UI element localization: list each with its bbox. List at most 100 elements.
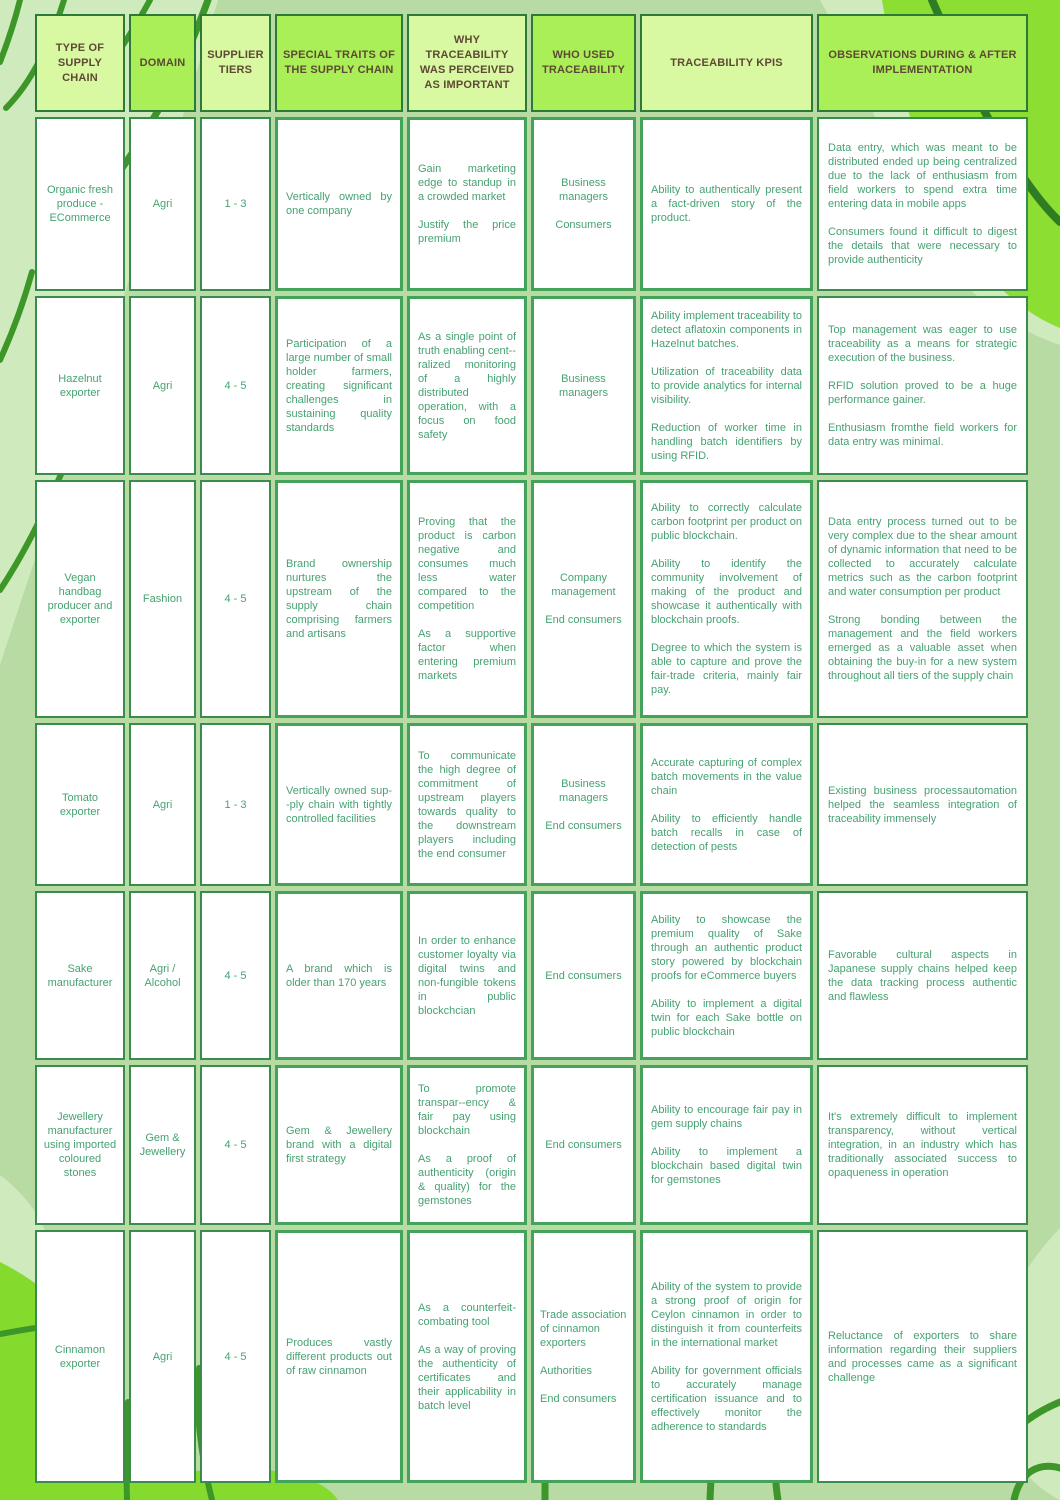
cell-text: Existing business processautomation help… xyxy=(828,784,1017,825)
cell-text: Accurate capturing of complex batch move… xyxy=(651,756,802,797)
cell-traits: Vertically owned sup--ply chain with tig… xyxy=(275,723,403,886)
cell-text: Vegan handbag producer and exporter xyxy=(47,572,113,626)
cell-text: To communicate the high degree of commit… xyxy=(418,749,516,860)
cell-kpis: Ability implement traceability to detect… xyxy=(640,296,813,475)
cell-text: Company management xyxy=(551,572,616,598)
column-header-why: WHY TRACEABILITY WAS PERCEIVED AS IMPORT… xyxy=(407,14,527,112)
cell-text: Authorities xyxy=(540,1364,592,1377)
cell-type: Organic fresh produce - ECommerce xyxy=(35,117,125,291)
cell-text: Data entry process turned out to be very… xyxy=(828,516,1017,598)
column-header-domain: DOMAIN xyxy=(129,14,196,112)
cell-text: Reduction of worker time in handling bat… xyxy=(651,421,802,462)
cell-domain: Fashion xyxy=(129,480,196,718)
cell-text: Organic fresh produce - ECommerce xyxy=(46,184,114,224)
cell-text: Consumers xyxy=(555,219,612,231)
cell-type: Cinnamon exporter xyxy=(35,1230,125,1483)
cell-observations: Favorable cultural aspects in Japanese s… xyxy=(817,891,1028,1060)
cell-kpis: Ability to correctly calculate carbon fo… xyxy=(640,480,813,718)
cell-why: To promote transpar--ency & fair pay usi… xyxy=(407,1065,527,1225)
cell-tiers: 4 - 5 xyxy=(200,891,271,1060)
cell-text: Ability of the system to provide a stron… xyxy=(651,1280,802,1349)
cell-domain: Agri xyxy=(129,723,196,886)
cell-why: As a single point of truth enabling cent… xyxy=(407,296,527,475)
cell-kpis: Ability to showcase the premium quality … xyxy=(640,891,813,1060)
cell-text: Agri xyxy=(152,798,173,811)
cell-text: Business managers xyxy=(559,777,608,804)
cell-text: Gem & Jewellery brand with a digital fir… xyxy=(286,1125,392,1165)
cell-text: Ability to identify the community involv… xyxy=(651,558,802,626)
cell-text: 4 - 5 xyxy=(224,1139,247,1151)
cell-why: Proving that the product is carbon negat… xyxy=(407,480,527,718)
cell-tiers: 4 - 5 xyxy=(200,296,271,475)
cell-observations: Data entry, which was meant to be distri… xyxy=(817,117,1028,291)
cell-text: Ability to efficiently handle batch reca… xyxy=(651,812,802,853)
cell-text: Proving that the product is carbon negat… xyxy=(418,516,516,612)
cell-text: Ability to implement a digital twin for … xyxy=(651,997,802,1038)
column-header-traits: SPECIAL TRAITS OF THE SUPPLY CHAIN xyxy=(275,14,403,112)
cell-text: End consumers xyxy=(545,969,622,982)
cell-text: End consumers xyxy=(545,614,622,626)
cell-traits: Brand ownership nurtures the upstream of… xyxy=(275,480,403,718)
cell-who: Business managers Consumers xyxy=(531,117,636,291)
cell-text: Ability to implement a blockchain based … xyxy=(651,1146,802,1186)
cell-observations: It's extremely difficult to implement tr… xyxy=(817,1065,1028,1225)
cell-domain: Gem & Jewellery xyxy=(129,1065,196,1225)
cell-who: End consumers xyxy=(531,1065,636,1225)
cell-traits: Participation of a large number of small… xyxy=(275,296,403,475)
cell-domain: Agri xyxy=(129,296,196,475)
cell-kpis: Ability to encourage fair pay in gem sup… xyxy=(640,1065,813,1225)
cell-text: Degree to which the system is able to ca… xyxy=(651,642,802,696)
cell-text: RFID solution proved to be a huge perfor… xyxy=(828,379,1017,406)
cell-tiers: 4 - 5 xyxy=(200,480,271,718)
cell-why: As a counterfeit-combating tool As a way … xyxy=(407,1230,527,1483)
cell-traits: A brand which is older than 170 years xyxy=(275,891,403,1060)
cell-text: Data entry, which was meant to be distri… xyxy=(828,142,1017,210)
cell-text: As a single point of truth enabling cent… xyxy=(418,330,516,441)
cell-text: As a proof of authenticity (origin & qua… xyxy=(418,1153,516,1207)
cell-text: Gem & Jewellery xyxy=(139,1132,186,1158)
cell-text: Agri xyxy=(152,379,173,392)
cell-text: Ability for government officials to accu… xyxy=(651,1364,802,1433)
cell-traits: Vertically owned by one company xyxy=(275,117,403,291)
cell-text: In order to enhance customer loyalty via… xyxy=(418,934,516,1017)
cell-text: Ability implement traceability to detect… xyxy=(651,309,803,350)
cell-text: Tomato exporter xyxy=(59,791,101,818)
cell-why: To communicate the high degree of commit… xyxy=(407,723,527,886)
cell-text: Top management was eager to use traceabi… xyxy=(828,323,1017,364)
cell-text: Agri xyxy=(152,198,173,210)
cell-who: End consumers xyxy=(531,891,636,1060)
cell-text: As a supportive factor when entering pre… xyxy=(418,628,516,682)
cell-text: 1 - 3 xyxy=(224,798,247,811)
cell-traits: Gem & Jewellery brand with a digital fir… xyxy=(275,1065,403,1225)
traceability-table: TYPE OF SUPPLY CHAIN DOMAIN SUPPLIER TIERS… xyxy=(35,14,1028,1483)
cell-text: Trade association of cinnamon exporters xyxy=(540,1308,627,1349)
cell-text: Fashion xyxy=(142,593,183,605)
cell-text: Ability to authentically present a fact-… xyxy=(651,184,802,224)
cell-type: Vegan handbag producer and exporter xyxy=(35,480,125,718)
cell-tiers: 1 - 3 xyxy=(200,117,271,291)
cell-text: Reluctance of exporters to share informa… xyxy=(828,1329,1017,1384)
cell-type: Hazelnut exporter xyxy=(35,296,125,475)
cell-text: 4 - 5 xyxy=(224,1350,247,1363)
cell-kpis: Accurate capturing of complex batch move… xyxy=(640,723,813,886)
cell-text: Ability to correctly calculate carbon fo… xyxy=(651,502,802,542)
cell-text: As a counterfeit-combating tool xyxy=(418,1301,516,1328)
cell-kpis: Ability to authentically present a fact-… xyxy=(640,117,813,291)
column-header-type: TYPE OF SUPPLY CHAIN xyxy=(35,14,125,112)
cell-text: Vertically owned by one company xyxy=(286,191,392,217)
cell-who: Business managers End consumers xyxy=(531,723,636,886)
cell-text: Business managers xyxy=(559,177,608,203)
column-header-kpis: TRACEABILITY KPIS xyxy=(640,14,813,112)
cell-who: Company management End consumers xyxy=(531,480,636,718)
cell-text: As a way of proving the authenticity of … xyxy=(418,1343,516,1412)
cell-text: 4 - 5 xyxy=(224,969,247,982)
cell-kpis: Ability of the system to provide a stron… xyxy=(640,1230,813,1483)
cell-text: Agri / Alcohol xyxy=(144,962,181,989)
cell-text: Consumers found it difficult to digest t… xyxy=(828,226,1017,266)
cell-why: In order to enhance customer loyalty via… xyxy=(407,891,527,1060)
cell-text: Ability to showcase the premium quality … xyxy=(651,913,802,982)
cell-text: Business managers xyxy=(559,372,608,399)
cell-text: Sake manufacturer xyxy=(47,962,113,989)
cell-type: Jewellery manufacturer using imported co… xyxy=(35,1065,125,1225)
